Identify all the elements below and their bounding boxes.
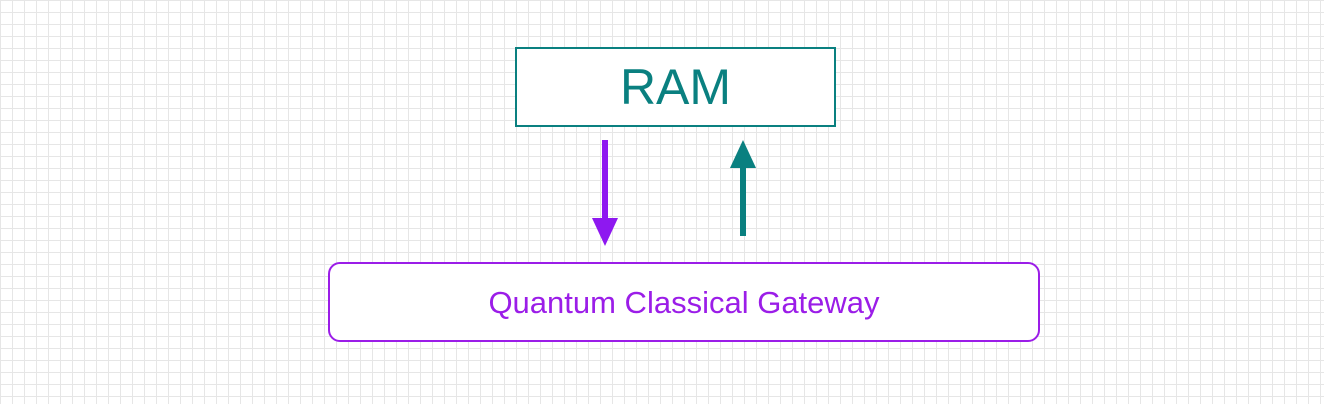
- gateway-node-label: Quantum Classical Gateway: [488, 284, 880, 320]
- ram-node-label: RAM: [619, 59, 732, 115]
- arrow-gateway-to-ram: [730, 140, 756, 236]
- arrow-gateway-to-ram-head: [730, 140, 756, 168]
- arrow-ram-to-gateway-head: [592, 218, 618, 246]
- ram-node: RAM: [515, 47, 836, 127]
- gateway-node: Quantum Classical Gateway: [328, 262, 1040, 342]
- arrow-ram-to-gateway: [592, 140, 618, 246]
